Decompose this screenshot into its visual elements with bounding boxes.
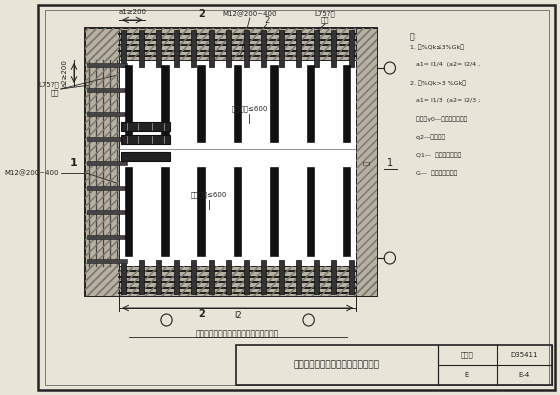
Text: G—  永久荷载标准值: G— 永久荷载标准值 [409, 170, 457, 176]
Text: 1: 1 [70, 158, 78, 168]
Bar [332, 30, 336, 67]
Bar [85, 28, 119, 296]
Bar [296, 30, 301, 67]
Text: a2≥200: a2≥200 [62, 59, 68, 87]
Bar [121, 122, 170, 130]
Bar [349, 260, 354, 294]
Text: 注:: 注: [409, 32, 417, 41]
Text: a1= l1/3  (a2= l2/3 ;: a1= l1/3 (a2= l2/3 ; [409, 98, 480, 103]
Bar [198, 167, 205, 256]
Bar [262, 30, 266, 67]
Bar [236, 345, 553, 385]
Bar [174, 30, 179, 67]
Bar [226, 30, 231, 67]
Bar [156, 30, 161, 67]
Text: E-4: E-4 [519, 372, 530, 378]
Text: q2—荷载效应: q2—荷载效应 [409, 134, 445, 139]
Bar [314, 260, 319, 294]
Bar [87, 259, 127, 263]
Bar [174, 260, 179, 294]
Bar [279, 30, 284, 67]
Bar [122, 260, 126, 294]
Text: M12@200~400: M12@200~400 [4, 170, 59, 177]
Text: L75?肋: L75?肋 [315, 11, 335, 17]
Bar [85, 266, 377, 296]
Bar [125, 167, 132, 256]
Bar [139, 30, 144, 67]
Text: 碳纤维片材加固现浇楼板板面片材布置图: 碳纤维片材加固现浇楼板板面片材布置图 [196, 329, 279, 339]
Bar [156, 260, 161, 294]
Bar [209, 260, 214, 294]
Bar [85, 28, 377, 296]
Bar [192, 30, 196, 67]
Text: 粘贴间距≤600: 粘贴间距≤600 [191, 192, 227, 198]
Bar [125, 65, 132, 141]
Text: 碳纤维片材加固现浇楼板板面平面图: 碳纤维片材加固现浇楼板板面平面图 [293, 361, 379, 369]
Text: 2: 2 [199, 309, 206, 319]
Bar [85, 28, 119, 296]
Text: 1. 当%Qk≤3%Gk时: 1. 当%Qk≤3%Gk时 [409, 44, 464, 50]
Text: l2: l2 [234, 312, 241, 320]
Bar [121, 152, 170, 160]
Bar [119, 60, 356, 266]
Bar [270, 65, 278, 141]
Bar [87, 210, 127, 214]
Bar [87, 161, 127, 165]
Bar [87, 186, 127, 190]
Bar [85, 28, 377, 60]
Bar [234, 167, 241, 256]
Bar [87, 235, 127, 239]
Bar [306, 65, 314, 141]
Bar [139, 260, 144, 294]
Text: Q1—  可变荷载标准值: Q1— 可变荷载标准值 [409, 152, 461, 158]
Bar [87, 112, 127, 116]
Text: 2: 2 [264, 15, 269, 24]
Text: 图案号: 图案号 [460, 352, 473, 358]
Bar [262, 260, 266, 294]
Bar [244, 260, 249, 294]
Bar [332, 260, 336, 294]
Bar [306, 167, 314, 256]
Bar [296, 260, 301, 294]
Bar [198, 65, 205, 141]
Text: D35411: D35411 [511, 352, 538, 358]
Bar [314, 30, 319, 67]
Text: M12@200~400: M12@200~400 [222, 11, 277, 17]
Bar [349, 30, 354, 67]
Text: a1= l1/4  (a2= l2/4 ,: a1= l1/4 (a2= l2/4 , [409, 62, 480, 67]
Text: 2. 当%Qk>3 %Gk时: 2. 当%Qk>3 %Gk时 [409, 80, 466, 86]
Bar [121, 135, 170, 143]
Bar [85, 28, 377, 60]
Bar [270, 167, 278, 256]
Bar [85, 266, 377, 296]
Bar [234, 65, 241, 141]
Bar [192, 260, 196, 294]
Bar [356, 28, 377, 296]
Bar [122, 30, 126, 67]
Text: E: E [465, 372, 469, 378]
Bar [343, 65, 351, 141]
Text: 副肋: 副肋 [50, 90, 59, 96]
Bar [279, 260, 284, 294]
Bar [87, 88, 127, 92]
Bar [343, 167, 351, 256]
Bar [87, 137, 127, 141]
Bar [356, 28, 377, 296]
Bar [119, 60, 356, 266]
Text: 副肋: 副肋 [321, 17, 329, 23]
Bar [161, 65, 169, 141]
Bar [209, 30, 214, 67]
Bar [226, 260, 231, 294]
Text: a1≥200: a1≥200 [118, 9, 146, 15]
Text: 梁: 梁 [363, 161, 370, 165]
Bar [244, 30, 249, 67]
Text: 2: 2 [199, 9, 206, 19]
Bar [161, 167, 169, 256]
Bar [87, 63, 127, 67]
Text: 粘贴间距≤600: 粘贴间距≤600 [231, 105, 268, 112]
Text: 其中：γ0—结构重要性系数: 其中：γ0—结构重要性系数 [409, 116, 467, 122]
Text: L75?肋: L75?肋 [38, 82, 59, 88]
Text: 1: 1 [387, 158, 393, 168]
